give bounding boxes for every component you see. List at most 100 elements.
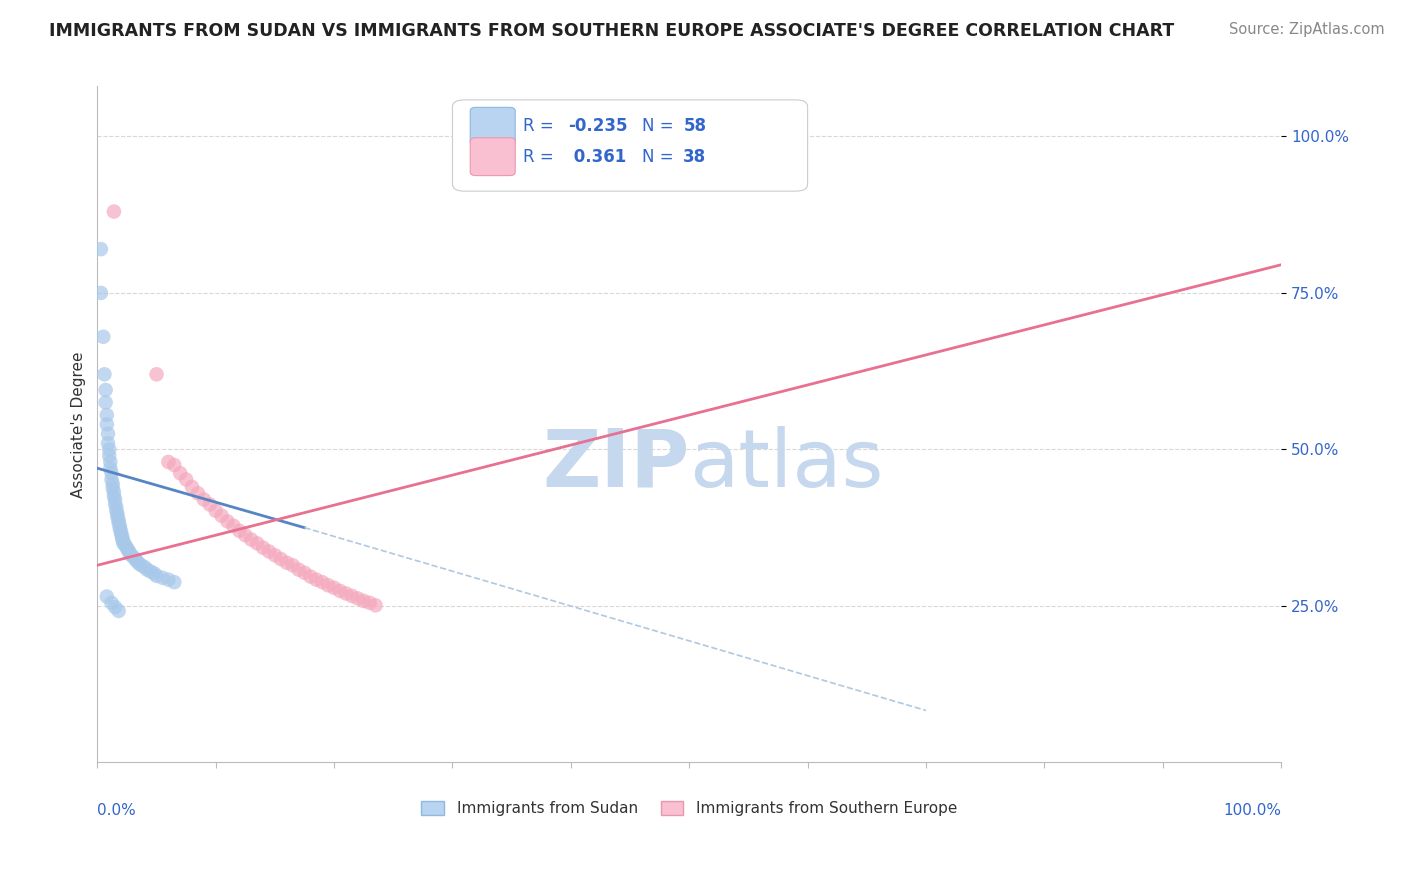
Point <box>204 504 226 518</box>
Text: N =: N = <box>643 117 673 136</box>
Point <box>107 507 129 521</box>
Point <box>129 558 152 573</box>
Point <box>111 532 134 546</box>
Point <box>104 497 127 511</box>
Point <box>105 504 128 518</box>
Point <box>107 513 129 527</box>
Point <box>316 578 339 592</box>
Point <box>353 594 375 608</box>
Point <box>323 581 346 595</box>
Point <box>94 395 117 409</box>
Point <box>364 599 387 613</box>
Point <box>198 498 221 512</box>
Point <box>91 330 114 344</box>
Text: 58: 58 <box>683 117 706 136</box>
Point <box>145 368 167 382</box>
Point <box>121 549 143 564</box>
Point <box>157 455 180 469</box>
Point <box>108 522 131 536</box>
Text: ZIP: ZIP <box>541 426 689 504</box>
Point <box>346 591 368 606</box>
Point <box>228 524 250 538</box>
Point <box>105 500 128 514</box>
Point <box>107 516 129 531</box>
Point <box>117 543 139 558</box>
Point <box>287 563 309 577</box>
Point <box>98 442 121 457</box>
Point <box>97 436 120 450</box>
Text: IMMIGRANTS FROM SUDAN VS IMMIGRANTS FROM SOUTHERN EUROPE ASSOCIATE'S DEGREE CORR: IMMIGRANTS FROM SUDAN VS IMMIGRANTS FROM… <box>49 22 1174 40</box>
Point <box>101 481 124 495</box>
FancyBboxPatch shape <box>470 137 515 176</box>
Text: 0.361: 0.361 <box>568 148 627 166</box>
Point <box>120 548 142 562</box>
Point <box>94 383 117 397</box>
Point <box>187 486 209 500</box>
Point <box>115 541 138 556</box>
Point <box>112 536 135 550</box>
Point <box>96 417 118 432</box>
Point <box>233 528 256 542</box>
Point <box>96 590 118 604</box>
FancyBboxPatch shape <box>453 100 807 191</box>
Point <box>96 408 118 422</box>
Point <box>103 485 125 500</box>
Point <box>276 556 298 570</box>
Text: atlas: atlas <box>689 426 883 504</box>
Point <box>252 541 274 555</box>
Point <box>134 560 156 574</box>
Point <box>98 449 121 463</box>
Point <box>100 596 122 610</box>
Point <box>240 533 263 547</box>
Point <box>264 548 287 562</box>
Point <box>114 539 136 553</box>
Point <box>111 529 134 543</box>
Point <box>97 426 120 441</box>
Text: -0.235: -0.235 <box>568 117 628 136</box>
Point <box>103 204 125 219</box>
Point <box>100 461 122 475</box>
Point <box>335 586 357 600</box>
Point <box>222 518 245 533</box>
Point <box>294 566 316 580</box>
Point <box>103 489 125 503</box>
Point <box>359 596 381 610</box>
Point <box>305 573 328 587</box>
Point <box>118 545 141 559</box>
Point <box>107 604 129 618</box>
Point <box>139 565 162 579</box>
Point <box>107 510 129 524</box>
Point <box>270 552 292 566</box>
Point <box>257 544 280 558</box>
Point <box>217 515 239 529</box>
Point <box>110 524 132 539</box>
Point <box>193 492 215 507</box>
Point <box>246 536 269 550</box>
Point <box>104 492 127 507</box>
Point <box>169 467 191 481</box>
Point <box>124 552 146 566</box>
Text: R =: R = <box>523 148 554 166</box>
Text: 38: 38 <box>683 148 706 166</box>
Text: 100.0%: 100.0% <box>1223 803 1281 818</box>
Text: N =: N = <box>643 148 673 166</box>
Text: 0.0%: 0.0% <box>97 803 136 818</box>
Point <box>163 575 186 590</box>
Point <box>143 566 166 581</box>
Point <box>329 583 352 598</box>
Point <box>93 368 115 382</box>
FancyBboxPatch shape <box>470 107 515 145</box>
Point <box>100 473 122 487</box>
Point <box>163 458 186 472</box>
Point <box>311 575 333 590</box>
Point <box>108 518 131 533</box>
Text: Source: ZipAtlas.com: Source: ZipAtlas.com <box>1229 22 1385 37</box>
Text: R =: R = <box>523 117 554 136</box>
Point <box>181 480 204 494</box>
Point <box>100 467 122 481</box>
Point <box>281 558 304 573</box>
Point <box>90 242 112 256</box>
Point <box>104 600 127 615</box>
Point <box>128 557 150 571</box>
Legend: Immigrants from Sudan, Immigrants from Southern Europe: Immigrants from Sudan, Immigrants from S… <box>415 795 963 822</box>
